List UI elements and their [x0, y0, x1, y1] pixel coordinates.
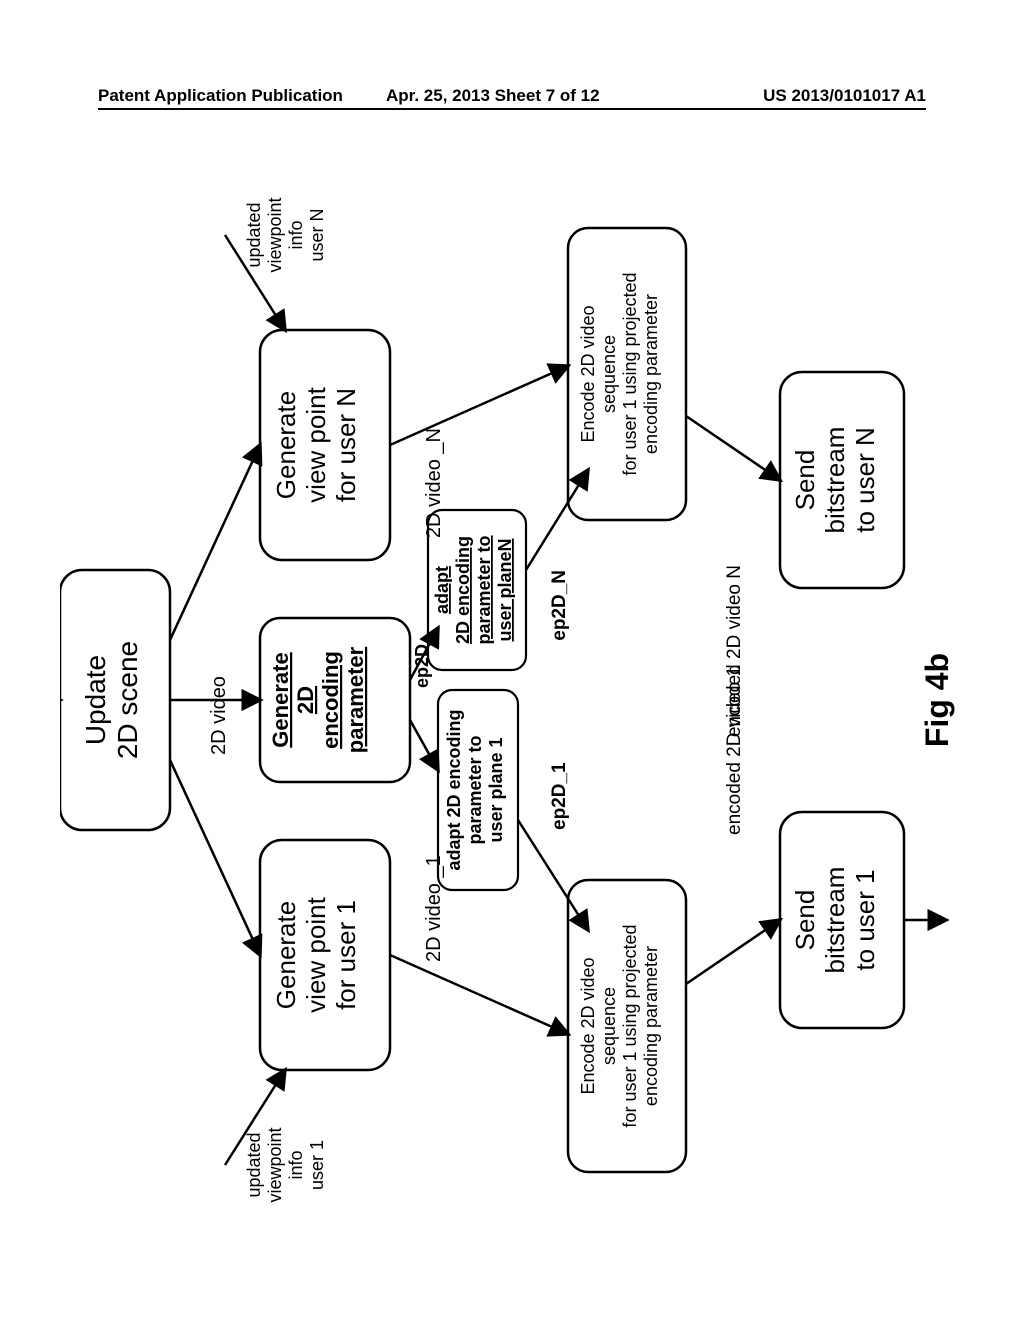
node-gen-viewpoint-user1: Generateview pointfor user 1	[260, 840, 390, 1070]
label-ep2D-1: ep2D_1	[549, 762, 570, 830]
edge-update-to-genN	[170, 445, 260, 640]
edge-enc1-to-send1	[686, 920, 780, 984]
node-gen-viewpoint-userN: Generateview pointfor user N	[260, 330, 390, 560]
label-updated-vp-user1: updatedviewpointinfouser 1	[244, 1127, 327, 1202]
flowchart-svg: Update2D scene 2D video Generateview poi…	[60, 140, 960, 1260]
header-center: Apr. 25, 2013 Sheet 7 of 12	[386, 86, 600, 106]
edge-gen1-to-enc1	[390, 955, 568, 1034]
header-rule	[98, 108, 926, 110]
svg-text:Sendbitstreamto user N: Sendbitstreamto user N	[790, 427, 880, 534]
figure-area: Update2D scene 2D video Generateview poi…	[60, 140, 960, 1260]
label-2d-video-N: 2D video _N	[423, 428, 445, 538]
edge-adaptN-to-encN	[526, 470, 588, 570]
edge-genEP-to-adapt1	[410, 720, 438, 770]
svg-text:adapt 2D encodingparameter tou: adapt 2D encodingparameter touser plane …	[444, 709, 506, 870]
node-encode-userN: Encode 2D videosequencefor user 1 using …	[568, 228, 686, 520]
edge-adapt1-to-enc1	[518, 820, 588, 930]
svg-text:Encode 2D videosequencefor use: Encode 2D videosequencefor user 1 using …	[578, 272, 661, 475]
label-ep2D-N: ep2D_N	[549, 570, 570, 641]
header-left: Patent Application Publication	[98, 86, 343, 106]
header-right: US 2013/0101017 A1	[763, 86, 926, 106]
label-updated-vp-userN: updatedviewpointinfouser N	[244, 197, 327, 272]
node-gen-2d-encoding-param: Generate2Dencodingparameter	[260, 618, 410, 782]
label-2d-video: 2D video	[208, 676, 230, 755]
svg-text:Generateview pointfor user N: Generateview pointfor user N	[271, 386, 361, 502]
node-send-userN: Sendbitstreamto user N	[780, 372, 904, 588]
node-update-2d-scene: Update2D scene	[60, 570, 170, 830]
svg-text:Update2D scene: Update2D scene	[80, 641, 143, 759]
svg-text:adapt2D encodingparameter tous: adapt2D encodingparameter touser planeN	[432, 535, 515, 644]
edge-encN-to-sendN	[686, 416, 780, 480]
label-encoded-video-N: encoded 2D video N	[724, 565, 745, 737]
svg-text:Generateview pointfor user 1: Generateview pointfor user 1	[271, 896, 361, 1012]
svg-text:Sendbitstreamto user 1: Sendbitstreamto user 1	[790, 867, 880, 974]
svg-text:Generate2Dencodingparameter: Generate2Dencodingparameter	[268, 646, 368, 753]
node-send-user1: Sendbitstreamto user 1	[780, 812, 904, 1028]
edge-genN-to-encN	[390, 366, 568, 445]
node-encode-user1: Encode 2D videosequencefor user 1 using …	[568, 880, 686, 1172]
node-adapt-param-user1: adapt 2D encodingparameter touser plane …	[438, 690, 518, 890]
edge-update-to-gen1	[170, 760, 260, 955]
svg-text:Encode 2D videosequencefor use: Encode 2D videosequencefor user 1 using …	[578, 924, 661, 1127]
label-2d-video-1: 2D video _1	[423, 855, 445, 962]
figure-label: Fig 4b	[919, 653, 955, 747]
